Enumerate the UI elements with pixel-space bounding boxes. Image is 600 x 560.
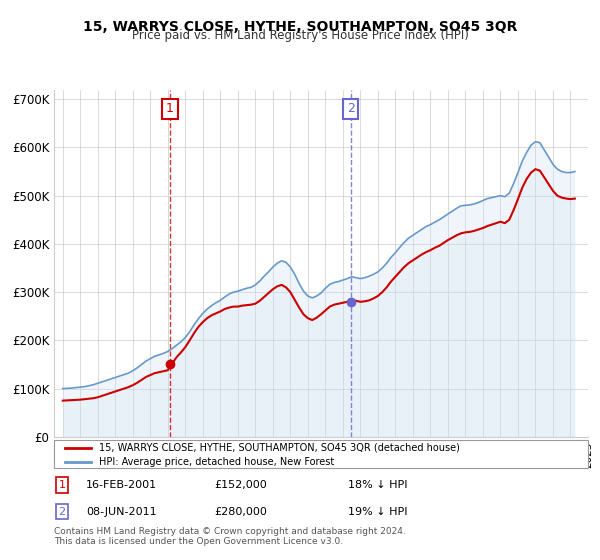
Text: 1: 1 (59, 480, 65, 490)
Text: 19% ↓ HPI: 19% ↓ HPI (348, 506, 407, 516)
Text: 15, WARRYS CLOSE, HYTHE, SOUTHAMPTON, SO45 3QR: 15, WARRYS CLOSE, HYTHE, SOUTHAMPTON, SO… (83, 20, 517, 34)
Text: 15, WARRYS CLOSE, HYTHE, SOUTHAMPTON, SO45 3QR (detached house): 15, WARRYS CLOSE, HYTHE, SOUTHAMPTON, SO… (100, 443, 460, 453)
Text: 08-JUN-2011: 08-JUN-2011 (86, 506, 157, 516)
FancyBboxPatch shape (54, 440, 588, 468)
Text: 16-FEB-2001: 16-FEB-2001 (86, 480, 157, 490)
Text: 18% ↓ HPI: 18% ↓ HPI (348, 480, 407, 490)
Text: HPI: Average price, detached house, New Forest: HPI: Average price, detached house, New … (100, 457, 335, 467)
Text: £152,000: £152,000 (214, 480, 267, 490)
Text: Price paid vs. HM Land Registry's House Price Index (HPI): Price paid vs. HM Land Registry's House … (131, 29, 469, 42)
Text: 2: 2 (347, 102, 355, 115)
Text: £280,000: £280,000 (214, 506, 267, 516)
Text: 2: 2 (58, 506, 65, 516)
Text: 1: 1 (166, 102, 174, 115)
Text: Contains HM Land Registry data © Crown copyright and database right 2024.
This d: Contains HM Land Registry data © Crown c… (54, 526, 406, 546)
